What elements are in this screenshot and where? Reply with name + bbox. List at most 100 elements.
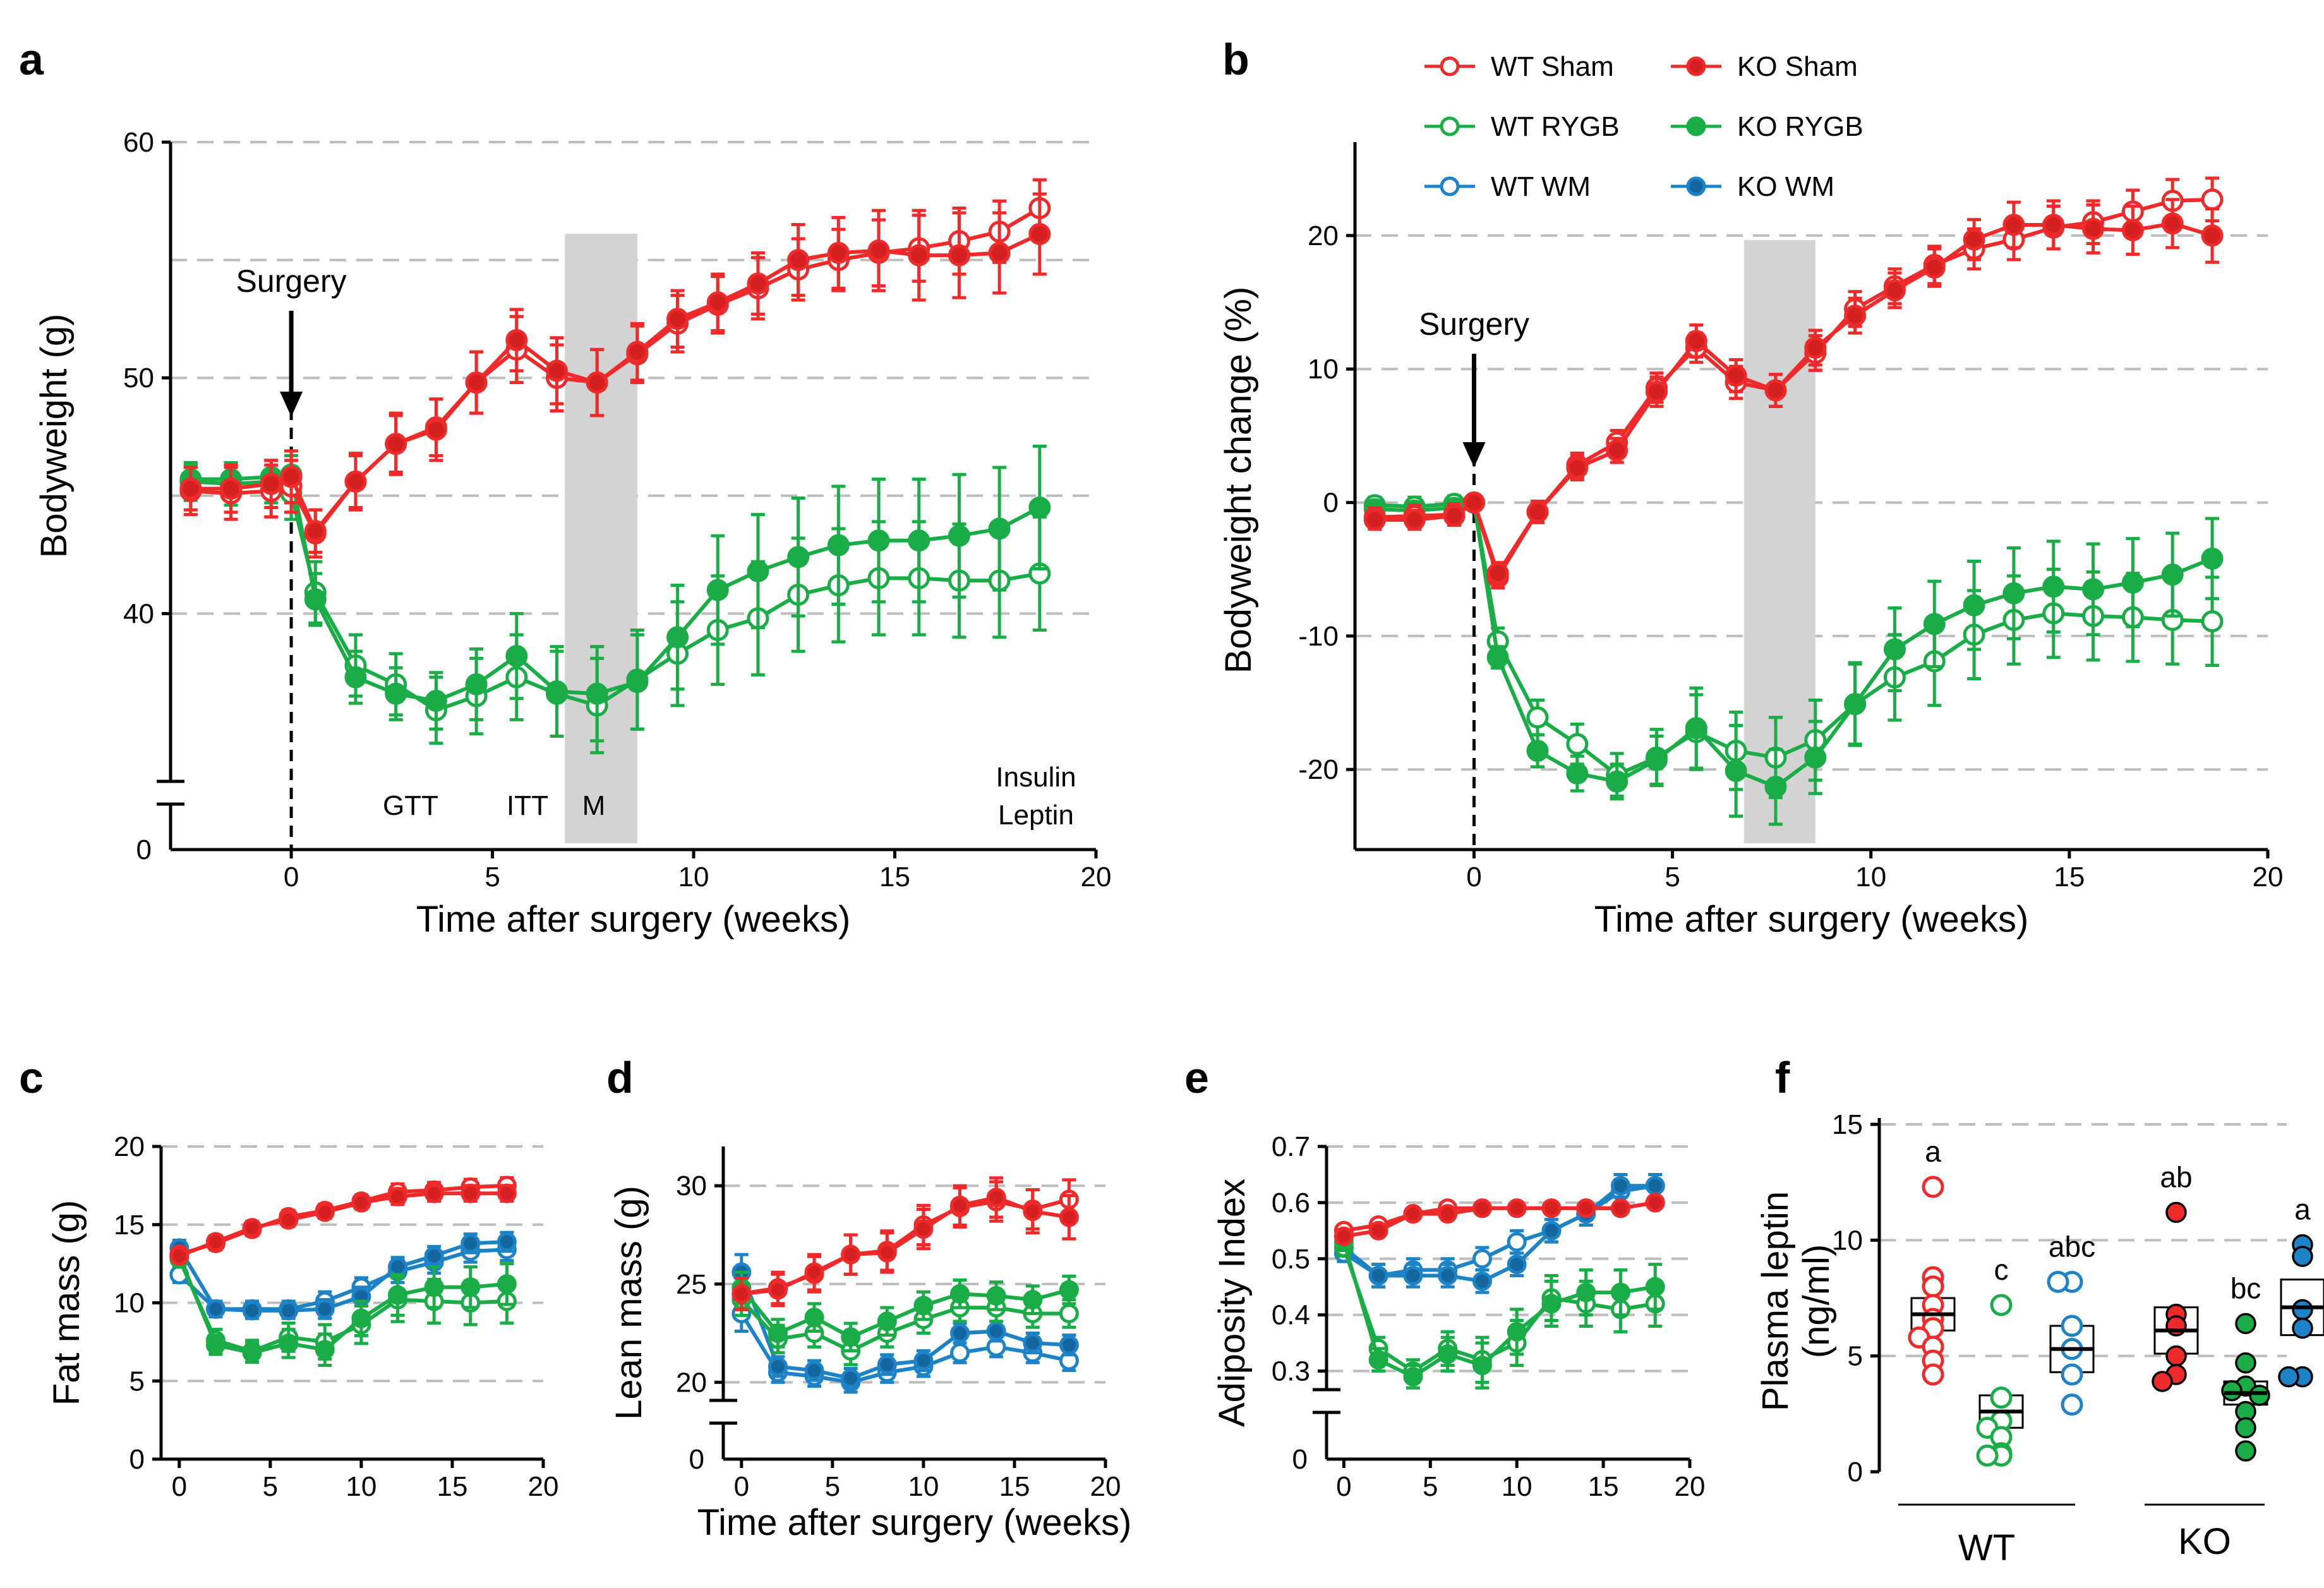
data-point (388, 1285, 408, 1305)
data-point (1472, 1271, 1492, 1291)
y-tick-label: 30 (676, 1170, 707, 1201)
data-point (497, 1232, 517, 1252)
data-point (545, 680, 568, 703)
data-point (1023, 1333, 1043, 1353)
legend-marker (1440, 56, 1460, 76)
data-point (1922, 1275, 1944, 1298)
data-point (867, 239, 890, 262)
data-point (1566, 733, 1589, 755)
y-axis-label: Lean mass (g) (608, 1186, 649, 1420)
data-point (1883, 638, 1906, 661)
data-point (1883, 279, 1906, 302)
panel-label-e: e (1184, 1053, 1209, 1102)
data-point (1990, 1386, 2013, 1409)
data-point (768, 1356, 788, 1376)
significance-letter: ab (2160, 1160, 2192, 1193)
data-point (205, 1232, 226, 1252)
data-point (2061, 1363, 2083, 1386)
data-point (315, 1340, 335, 1360)
data-point (461, 1277, 481, 1297)
x-axis-label: Time after surgery (weeks) (697, 1502, 1132, 1543)
legend-marker (1686, 56, 1706, 76)
legend-marker (1440, 176, 1460, 196)
data-point (986, 1188, 1006, 1208)
x-tick-label: 20 (1675, 1471, 1706, 1502)
data-point (1610, 1176, 1630, 1196)
x-tick-label: 0 (1336, 1471, 1351, 1502)
data-point (948, 524, 970, 547)
data-point (1610, 1282, 1630, 1302)
data-point (465, 673, 488, 695)
column-ko-rygb: bc (2221, 1272, 2270, 1462)
panel-label-a: a (19, 35, 44, 84)
x-tick-label: 0 (1466, 862, 1481, 893)
data-point (1443, 505, 1466, 527)
data-point (2061, 1314, 2083, 1337)
data-point (1507, 1321, 1527, 1342)
legend-marker (1440, 116, 1460, 136)
data-point (344, 666, 367, 689)
panel-label-b: b (1222, 35, 1249, 84)
data-point (1507, 1254, 1527, 1275)
x-tick-label: 10 (1855, 862, 1886, 893)
data-point (1844, 693, 1867, 716)
data-point (304, 588, 327, 611)
data-point (804, 1308, 824, 1328)
data-point (1507, 1232, 1527, 1252)
data-point (2042, 214, 2065, 236)
annotation-label: GTT (383, 790, 438, 821)
data-point (1403, 508, 1426, 531)
data-point (867, 529, 890, 552)
y-tick-label: 50 (123, 363, 154, 394)
data-point (1923, 256, 1946, 279)
data-point (706, 579, 729, 601)
y-tick-label: 0 (1848, 1457, 1863, 1488)
data-point (988, 241, 1011, 264)
data-point (2161, 563, 2184, 586)
data-point (505, 645, 528, 668)
data-point (666, 308, 689, 330)
legend-item-wt-wm: WT WM (1424, 171, 1591, 202)
data-point (2201, 224, 2224, 247)
y-tick-label: 5 (1848, 1341, 1863, 1372)
data-point (827, 534, 850, 556)
data-point (1606, 439, 1629, 462)
data-point (988, 517, 1011, 540)
data-point (315, 1202, 335, 1222)
data-point (1526, 706, 1549, 729)
data-point (351, 1193, 371, 1213)
data-point (1403, 1204, 1423, 1224)
legend-label: WT RYGB (1491, 111, 1620, 142)
y-tick-label: 0.5 (1272, 1244, 1310, 1275)
data-point (2121, 571, 2144, 594)
x-tick-label: 0 (734, 1471, 749, 1502)
data-point (1645, 1277, 1665, 1297)
series-line (1342, 1247, 1656, 1374)
data-point (1059, 1303, 1079, 1323)
significance-letter: c (1994, 1253, 2009, 1286)
y-axis-label-line2: (ng/ml) (1796, 1244, 1837, 1358)
panel-a-bodyweight: 0 40 50 60 0 5 10 15 20 Time after surgery (weeks… (33, 127, 1111, 940)
series-line (1343, 1200, 1656, 1239)
annotation-label: Leptin (998, 800, 1074, 831)
panel-c-fat-mass: 0 5 10 15 20 0 5 10 15 20 Fat mass (g) (46, 1131, 558, 1502)
data-point (1645, 1176, 1665, 1196)
data-point (2235, 1440, 2256, 1462)
x-tick-label: 0 (284, 862, 299, 893)
data-point (986, 1285, 1006, 1306)
panel-f-plasma-leptin: 0 5 10 15 Plasma leptin (ng/ml) a c abc ab bc a WT KO (1755, 1109, 2324, 1568)
data-point (986, 1321, 1006, 1341)
shaded-window (1743, 240, 1815, 843)
data-point (2235, 1417, 2256, 1439)
data-point (1403, 1366, 1423, 1386)
x-axis-label: Time after surgery (weeks) (1594, 899, 2029, 940)
legend-item-ko-wm: KO WM (1671, 171, 1834, 202)
data-point (2201, 547, 2224, 570)
x-tick-label: 5 (1423, 1471, 1438, 1502)
series-line (178, 1183, 507, 1256)
data-point (545, 359, 568, 382)
surgery-arrow-head (280, 392, 303, 417)
data-point (2165, 1315, 2187, 1337)
